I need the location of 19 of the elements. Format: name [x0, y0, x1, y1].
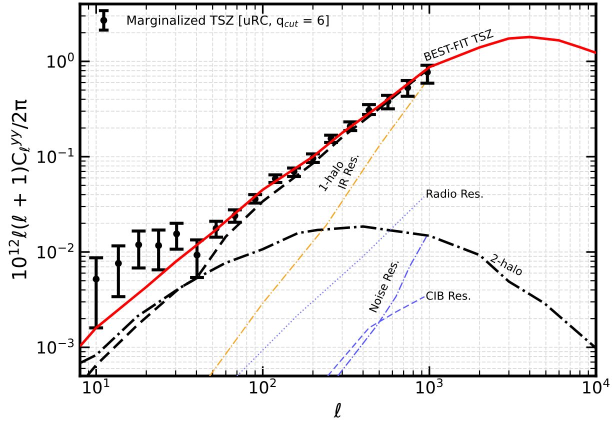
x-axis-title: ℓ — [334, 402, 341, 418]
y-axis-title: 10$^{12}$ℓ(ℓ + 1)C$_{ℓ}$$^{yy}$/2π — [8, 100, 30, 279]
line-series — [236, 196, 425, 376]
point — [155, 242, 162, 249]
point — [194, 252, 200, 258]
x-tick-label: 10$^{1}$ — [83, 378, 110, 394]
y-tick-label: 10$^{0}$ — [48, 52, 74, 68]
series-label: Radio Res. — [426, 189, 483, 198]
point — [135, 241, 142, 248]
y-tick-label: 10$^{−3}$ — [38, 338, 74, 354]
x-tick-label: 10$^{4}$ — [583, 378, 610, 394]
x-tick-label: 10$^{2}$ — [250, 378, 276, 394]
x-tick-label: 10$^{3}$ — [416, 378, 443, 394]
legend-label: Marginalized TSZ [uRC, q$_{cut}$ = 6] — [127, 15, 329, 28]
y-tick-label: 10$^{−2}$ — [38, 243, 74, 258]
series-label: CIB Res. — [426, 291, 470, 300]
y-tick-label: 10$^{−1}$ — [38, 148, 74, 164]
point — [114, 260, 122, 267]
point — [173, 230, 180, 238]
